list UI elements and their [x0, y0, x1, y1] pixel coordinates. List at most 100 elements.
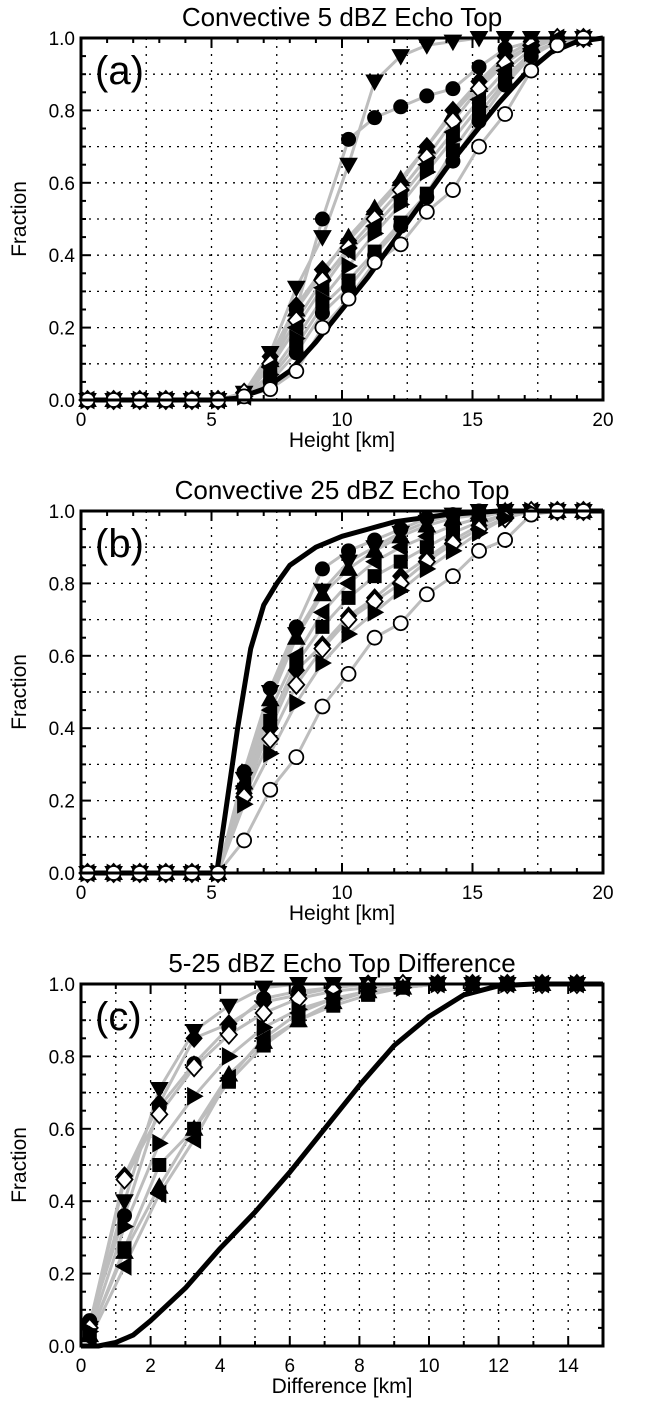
series-line-4 — [88, 982, 577, 1329]
data-point — [312, 278, 330, 298]
x-tick-label: 0 — [76, 410, 87, 431]
y-axis-label: Fraction — [8, 1127, 31, 1203]
data-point — [314, 319, 331, 336]
data-point — [117, 1217, 135, 1236]
data-point — [288, 749, 305, 766]
data-point — [523, 62, 540, 79]
data-point — [221, 1047, 239, 1066]
data-point — [392, 615, 409, 632]
data-point — [313, 584, 332, 602]
data-point — [445, 153, 461, 169]
data-point — [393, 581, 411, 600]
ticks — [80, 983, 604, 1347]
x-tick-label: 20 — [592, 410, 613, 431]
data-point — [445, 182, 461, 198]
data-point — [237, 794, 254, 814]
y-tick-label: 1.0 — [49, 502, 75, 523]
data-point — [392, 236, 409, 253]
y-tick-label: 0.6 — [49, 174, 75, 195]
ticks — [80, 37, 604, 401]
data-point — [184, 1024, 204, 1041]
data-point — [115, 1242, 134, 1259]
data-point — [471, 542, 487, 559]
x-tick-label: 6 — [285, 1356, 296, 1377]
series-3-points — [80, 977, 587, 1338]
data-point — [219, 1024, 239, 1046]
y-tick-label: 0.6 — [49, 647, 75, 668]
data-point — [256, 1018, 274, 1037]
data-point — [286, 318, 304, 337]
data-point — [393, 99, 409, 115]
data-point — [339, 609, 358, 630]
data-point — [286, 280, 306, 298]
series-markers — [78, 27, 593, 411]
data-point — [472, 523, 489, 543]
data-point — [365, 74, 384, 91]
series-line-5 — [88, 982, 577, 1332]
data-point — [418, 203, 435, 220]
data-point — [287, 674, 306, 696]
data-point — [367, 569, 382, 584]
data-point — [419, 88, 435, 104]
data-point — [315, 653, 332, 673]
data-point — [261, 728, 280, 750]
data-point — [393, 218, 409, 234]
plot-frame — [79, 509, 605, 875]
data-point — [419, 162, 437, 182]
y-tick-label: 0.4 — [49, 719, 76, 740]
y-tick-label: 0.4 — [49, 246, 76, 267]
data-point — [340, 666, 357, 682]
y-tick-label: 0.8 — [49, 101, 75, 122]
chart-panel-c: 5-25 dBZ Echo Top Difference 0 2 4 6 8 10 12 14 0… — [8, 948, 605, 1398]
data-point — [149, 1081, 169, 1099]
x-axis-label: Height [km] — [289, 902, 395, 925]
data-point — [254, 1028, 271, 1048]
x-tick-label: 14 — [558, 1356, 580, 1377]
data-point — [289, 693, 306, 713]
series-markers — [80, 973, 587, 1349]
data-point — [341, 590, 356, 605]
data-point — [471, 113, 487, 129]
data-point — [313, 638, 332, 659]
series-5-points — [82, 974, 587, 1341]
data-point — [445, 541, 463, 561]
data-point — [339, 242, 356, 261]
data-point — [115, 1169, 134, 1190]
data-point — [80, 1329, 97, 1349]
x-axis-label: Height [km] — [289, 429, 395, 452]
data-point — [152, 1133, 169, 1153]
data-point — [341, 624, 359, 644]
y-tick-label: 0.0 — [49, 1337, 75, 1358]
x-tick-label: 10 — [331, 883, 352, 904]
data-point — [315, 619, 330, 634]
x-tick-label: 5 — [206, 410, 217, 431]
x-tick-label: 8 — [354, 1356, 365, 1377]
chart-panel-b: Convective 25 dBZ Echo Top 0 5 10 15 20 0.0 0.2… — [8, 475, 614, 925]
reference-curve — [81, 35, 604, 403]
data-point — [236, 832, 253, 849]
series-8-points — [80, 974, 584, 1349]
data-point — [312, 603, 330, 622]
gridlines — [81, 38, 603, 400]
x-tick-label: 0 — [76, 1356, 87, 1377]
y-tick-label: 0.0 — [49, 391, 75, 412]
data-point — [393, 554, 408, 569]
x-tick-label: 15 — [462, 410, 483, 431]
data-point — [339, 157, 358, 175]
data-point — [471, 138, 487, 155]
y-tick-label: 0.8 — [49, 1047, 75, 1068]
data-point — [365, 552, 382, 572]
data-point — [341, 131, 357, 147]
data-point — [367, 224, 385, 243]
data-point — [288, 363, 305, 379]
gridlines — [81, 511, 603, 873]
panel-label: (c) — [95, 995, 142, 1039]
data-point — [314, 305, 330, 321]
data-point — [367, 110, 383, 126]
series-4-points — [80, 973, 587, 1339]
data-point — [184, 1130, 202, 1150]
data-point — [150, 1103, 169, 1125]
x-tick-label: 15 — [462, 883, 483, 904]
series-line-3 — [88, 982, 577, 1329]
data-point — [288, 1003, 306, 1023]
